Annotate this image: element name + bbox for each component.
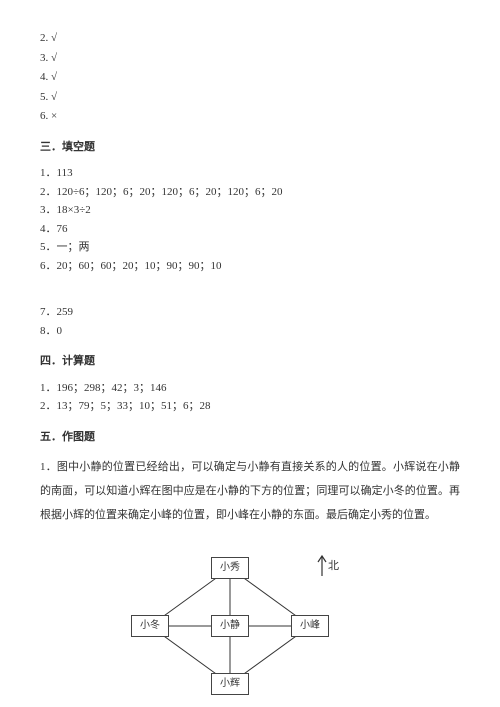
spacer bbox=[40, 276, 460, 304]
tf-mark: √ bbox=[51, 52, 57, 64]
section3-block2: 7．259 8．0 bbox=[40, 304, 460, 339]
section5-paragraph: 1．图中小静的位置已经给出，可以确定与小静有直接关系的人的位置。小辉说在小静的南… bbox=[40, 455, 460, 528]
fill-line: 1．113 bbox=[40, 165, 460, 182]
tf-item: 6. × bbox=[40, 108, 460, 125]
tf-mark: √ bbox=[51, 32, 57, 44]
section3-title: 三．填空题 bbox=[40, 139, 460, 156]
node-feng: 小峰 bbox=[291, 615, 329, 637]
north-label: 北 bbox=[328, 558, 339, 575]
fill-line: 8．0 bbox=[40, 323, 460, 340]
node-jing: 小静 bbox=[211, 615, 249, 637]
section4-block: 1．196；298；42；3；146 2．13；79；5；33；10；51；6；… bbox=[40, 380, 460, 415]
tf-mark: √ bbox=[51, 91, 57, 103]
tf-answer-list: 2. √ 3. √ 4. √ 5. √ 6. × bbox=[40, 30, 460, 125]
fill-line: 6．20；60；60；20；10；90；90；10 bbox=[40, 258, 460, 275]
tf-mark: √ bbox=[51, 71, 57, 83]
section3-block1: 1．113 2．120÷6；120；6；20；120；6；20；120；6；20… bbox=[40, 165, 460, 274]
fill-line: 3．18×3÷2 bbox=[40, 202, 460, 219]
tf-mark: × bbox=[51, 110, 57, 122]
tf-num: 5. bbox=[40, 91, 48, 103]
tf-num: 2. bbox=[40, 32, 48, 44]
fill-line: 2．120÷6；120；6；20；120；6；20；120；6；20 bbox=[40, 184, 460, 201]
section5-title: 五．作图题 bbox=[40, 429, 460, 446]
tf-item: 5. √ bbox=[40, 89, 460, 106]
node-hui: 小辉 bbox=[211, 673, 249, 695]
section4-title: 四．计算题 bbox=[40, 353, 460, 370]
fill-line: 7．259 bbox=[40, 304, 460, 321]
tf-item: 2. √ bbox=[40, 30, 460, 47]
calc-line: 1．196；298；42；3；146 bbox=[40, 380, 460, 397]
calc-line: 2．13；79；5；33；10；51；6；28 bbox=[40, 398, 460, 415]
fill-line: 4．76 bbox=[40, 221, 460, 238]
tf-num: 6. bbox=[40, 110, 48, 122]
node-dong: 小冬 bbox=[131, 615, 169, 637]
fill-line: 5．一；两 bbox=[40, 239, 460, 256]
tf-num: 3. bbox=[40, 52, 48, 64]
node-xiu: 小秀 bbox=[211, 557, 249, 579]
position-diagram: 北 小秀 小冬 小静 小峰 小辉 bbox=[120, 546, 380, 706]
north-indicator: 北 bbox=[328, 558, 339, 575]
tf-num: 4. bbox=[40, 71, 48, 83]
tf-item: 3. √ bbox=[40, 50, 460, 67]
tf-item: 4. √ bbox=[40, 69, 460, 86]
